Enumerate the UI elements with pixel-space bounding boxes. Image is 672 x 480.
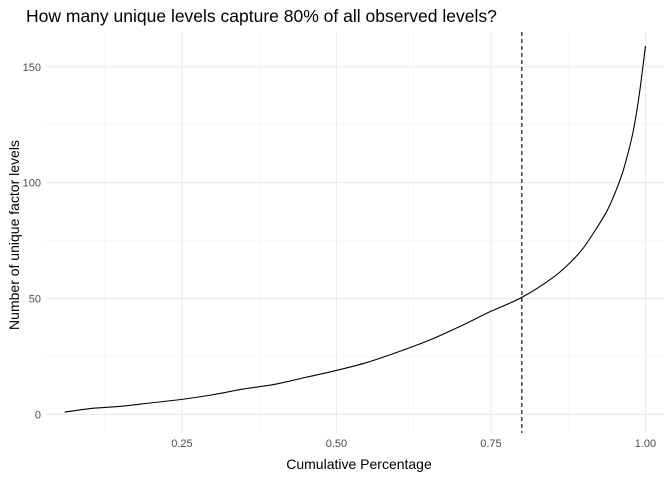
y-tick-label: 100 [23, 178, 41, 190]
x-axis-tick-labels: 0.25 0.50 0.75 1.00 [171, 438, 656, 450]
y-tick-label: 150 [23, 62, 41, 74]
y-tick-label: 0 [35, 409, 41, 421]
chart-title: How many unique levels capture 80% of al… [26, 6, 497, 26]
x-tick-label: 0.50 [326, 438, 347, 450]
x-tick-label: 0.75 [480, 438, 501, 450]
x-tick-label: 1.00 [635, 438, 656, 450]
x-tick-label: 0.25 [171, 438, 192, 450]
y-tick-label: 50 [29, 294, 41, 306]
y-axis-title: Number of unique factor levels [6, 140, 22, 330]
y-axis-tick-labels: 0 50 100 150 [23, 62, 41, 422]
minor-gridlines [46, 32, 664, 433]
major-gridlines [46, 32, 664, 433]
cumulative-curve-line [64, 45, 647, 413]
x-axis-title: Cumulative Percentage [286, 456, 432, 472]
